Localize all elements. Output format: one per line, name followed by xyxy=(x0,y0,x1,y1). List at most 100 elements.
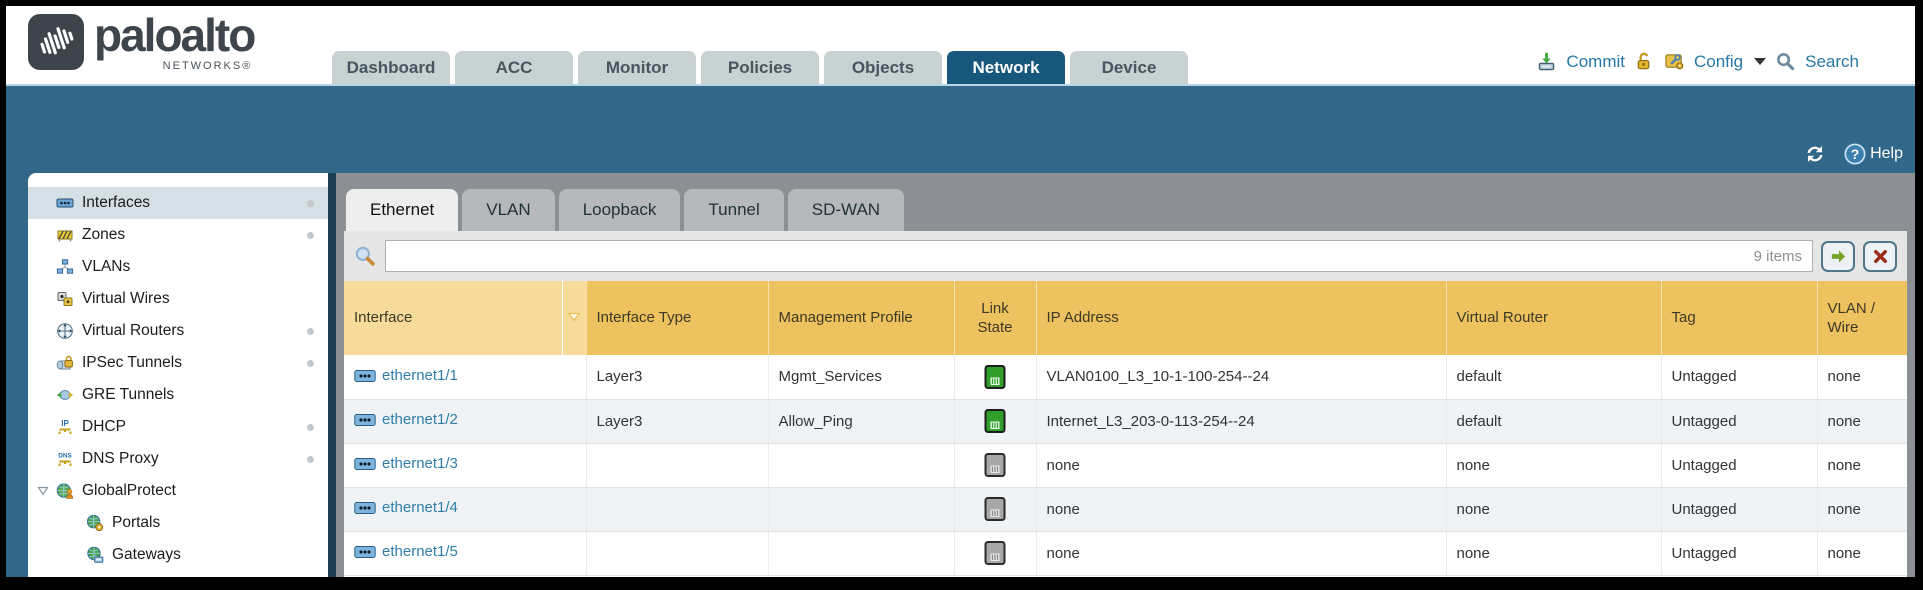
teal-banner: ? Help xyxy=(6,86,1915,173)
cell-tag: Untagged xyxy=(1661,487,1818,532)
sidebar-item-virtual-routers[interactable]: Virtual Routers xyxy=(28,315,328,347)
table-row-ethernet1-3[interactable]: ethernet1/3 none none Untagged none xyxy=(344,443,1907,488)
sidebar-item-dot xyxy=(307,231,314,239)
sidebar-item-dot xyxy=(307,455,314,463)
filter-searchbox: 9 items xyxy=(385,240,1813,272)
tab-acc[interactable]: ACC xyxy=(455,51,573,84)
interface-link[interactable]: ethernet1/3 xyxy=(354,455,458,472)
interface-link[interactable]: ethernet1/4 xyxy=(354,499,458,516)
tab-policies[interactable]: Policies xyxy=(701,51,819,84)
tab-dashboard[interactable]: Dashboard xyxy=(332,51,450,84)
config-button[interactable]: Config xyxy=(1693,51,1744,71)
clear-filter-icon xyxy=(1873,249,1887,263)
cell-ip-address: VLAN0100_L3_10-1-100-254--24 xyxy=(1036,355,1447,400)
main-nav-tabs: Dashboard ACC Monitor Policies Objects Networ… xyxy=(332,51,1188,84)
dns-proxy-icon: DNS xyxy=(56,450,74,468)
cell-link-state xyxy=(954,355,1037,400)
table-row-ethernet1-1[interactable]: ethernet1/1 Layer3 Mgmt_Services VLAN0100_L… xyxy=(344,355,1907,400)
interfaces-table: Interface Interface Type Management Profil… xyxy=(344,281,1907,576)
column-header-ip-address[interactable]: IP Address xyxy=(1036,281,1447,355)
apply-filter-button[interactable] xyxy=(1821,240,1855,272)
cell-interface: ethernet1/5 xyxy=(344,531,587,576)
cell-virtual-router: default xyxy=(1446,355,1662,400)
cell-interface-type xyxy=(586,443,769,488)
sidebar-item-gre-tunnels[interactable]: GRE Tunnels xyxy=(28,379,328,411)
commit-button[interactable]: Commit xyxy=(1566,51,1625,71)
search-icon[interactable] xyxy=(1775,51,1796,72)
sidebar-item-label: IPSec Tunnels xyxy=(82,354,182,371)
search-button[interactable]: Search xyxy=(1805,51,1859,71)
cell-virtual-router: none xyxy=(1446,443,1662,488)
config-icon[interactable] xyxy=(1664,51,1685,72)
sidebar-item-label: Interfaces xyxy=(82,194,151,211)
table-row-ethernet1-2[interactable]: ethernet1/2 Layer3 Allow_Ping Internet_L3_2… xyxy=(344,399,1907,444)
link-down-icon xyxy=(982,452,1008,478)
sort-down-icon xyxy=(568,308,580,328)
column-header-link-state[interactable]: Link State xyxy=(954,281,1037,355)
subtab-ethernet[interactable]: Ethernet xyxy=(346,189,459,231)
items-count: 9 items xyxy=(1753,247,1802,265)
tab-device[interactable]: Device xyxy=(1070,51,1188,84)
sidebar-item-vlans[interactable]: VLANs xyxy=(28,251,328,283)
table-row-ethernet1-5[interactable]: ethernet1/5 none none Untagged none xyxy=(344,531,1907,576)
sort-dropdown[interactable] xyxy=(561,281,586,355)
column-header-management-profile[interactable]: Management Profile xyxy=(768,281,955,355)
sidebar-item-gateways[interactable]: Gateways xyxy=(28,539,328,571)
ethernet-port-icon xyxy=(354,501,376,515)
cell-interface: ethernet1/1 xyxy=(344,355,587,400)
sidebar-item-label: GlobalProtect xyxy=(82,482,176,499)
sidebar-item-dns-proxy[interactable]: DNS DNS Proxy xyxy=(28,443,328,475)
table-row-ethernet1-4[interactable]: ethernet1/4 none none Untagged none xyxy=(344,487,1907,532)
interfaces-icon xyxy=(56,194,74,212)
tab-objects[interactable]: Objects xyxy=(824,51,942,84)
column-header-tag[interactable]: Tag xyxy=(1661,281,1818,355)
tab-network[interactable]: Network xyxy=(947,51,1065,84)
dhcp-icon: IP xyxy=(56,418,74,436)
subtab-sd-wan[interactable]: SD-WAN xyxy=(787,189,905,231)
svg-text:IP: IP xyxy=(61,419,69,428)
link-down-icon xyxy=(982,540,1008,566)
globalprotect-icon xyxy=(56,482,74,500)
subtab-vlan[interactable]: VLAN xyxy=(462,189,555,231)
sidebar-item-ipsec-tunnels[interactable]: IPSec Tunnels xyxy=(28,347,328,379)
column-header-virtual-router[interactable]: Virtual Router xyxy=(1446,281,1662,355)
sidebar-item-virtual-wires[interactable]: Virtual Wires xyxy=(28,283,328,315)
content-row: Interfaces Zones VLANs Virtual Wires Virtual… xyxy=(6,173,1915,577)
cell-management-profile xyxy=(768,487,955,532)
chevron-expanded-icon[interactable] xyxy=(37,485,49,497)
sidebar-item-label: DNS Proxy xyxy=(82,450,159,467)
cell-interface-type: Layer3 xyxy=(586,399,769,444)
interface-link[interactable]: ethernet1/1 xyxy=(354,367,458,384)
filter-input[interactable] xyxy=(396,247,1754,265)
cell-ip-address: none xyxy=(1036,531,1447,576)
interfaces-table-wrap: Interface Interface Type Management Profil… xyxy=(344,281,1907,577)
sidebar-item-interfaces[interactable]: Interfaces xyxy=(28,187,328,219)
column-header-vlan-wire[interactable]: VLAN / Wire xyxy=(1817,281,1907,355)
cell-link-state xyxy=(954,443,1037,488)
portals-icon xyxy=(86,514,104,532)
interface-link[interactable]: ethernet1/5 xyxy=(354,543,458,560)
link-up-icon xyxy=(982,408,1008,434)
lock-icon[interactable] xyxy=(1634,51,1655,72)
commit-icon[interactable] xyxy=(1536,51,1557,72)
sidebar-item-portals[interactable]: Portals xyxy=(28,507,328,539)
svg-text:DNS: DNS xyxy=(58,453,72,460)
subtab-loopback[interactable]: Loopback xyxy=(558,189,681,231)
caret-down-icon[interactable] xyxy=(1754,58,1767,65)
sidebar-item-globalprotect[interactable]: GlobalProtect xyxy=(28,475,328,507)
cell-virtual-router: default xyxy=(1446,399,1662,444)
sidebar-item-zones[interactable]: Zones xyxy=(28,219,328,251)
tab-monitor[interactable]: Monitor xyxy=(578,51,696,84)
sidebar-divider xyxy=(328,173,336,577)
column-header-interface[interactable]: Interface xyxy=(344,281,587,355)
interface-link[interactable]: ethernet1/2 xyxy=(354,411,458,428)
column-header-label: Interface xyxy=(354,309,413,327)
help-button[interactable]: ? Help xyxy=(1843,142,1903,166)
clear-filter-button[interactable] xyxy=(1863,240,1897,272)
refresh-icon[interactable] xyxy=(1803,142,1827,166)
cell-link-state xyxy=(954,487,1037,532)
sidebar-item-dhcp[interactable]: IP DHCP xyxy=(28,411,328,443)
gateways-icon xyxy=(86,546,104,564)
column-header-interface-type[interactable]: Interface Type xyxy=(586,281,769,355)
subtab-tunnel[interactable]: Tunnel xyxy=(684,189,784,231)
